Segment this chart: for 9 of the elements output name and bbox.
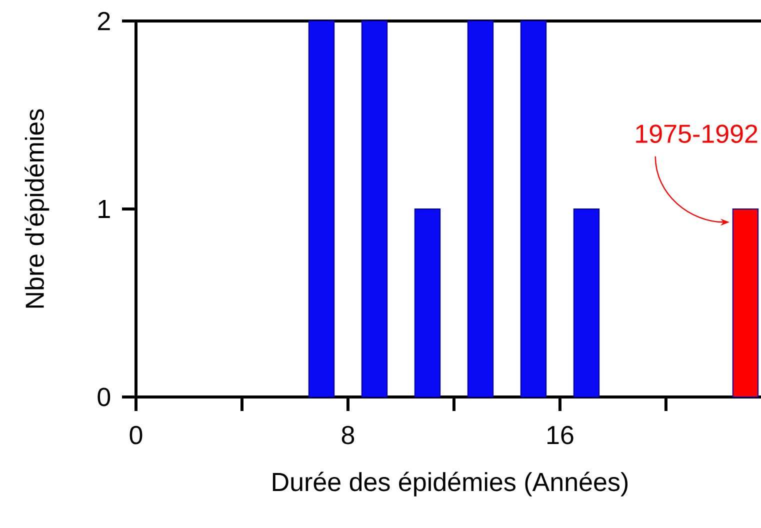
y-axis-title: Nbre d'épidémies: [24, 109, 50, 308]
x-axis-title: Durée des épidémies (Années): [272, 472, 628, 496]
y-tick-label: 1: [98, 200, 110, 218]
y-tick-label: 0: [98, 388, 110, 406]
x-tick-label: 8: [342, 426, 354, 444]
y-tick-label: 2: [98, 12, 110, 30]
annotation: 1975-1992: [636, 124, 758, 143]
x-tick-label: 0: [130, 426, 142, 444]
x-tick-label: 16: [547, 426, 574, 444]
